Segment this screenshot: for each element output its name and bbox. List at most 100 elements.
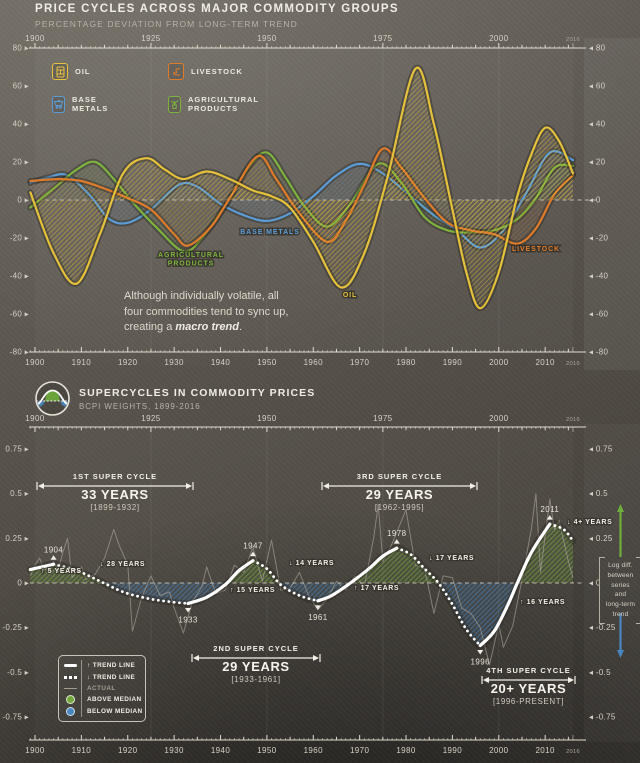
chart1-series-labels: AGRICULTURAL PRODUCTS BASE METALS OIL LIVEST… bbox=[157, 228, 561, 301]
svg-text:2016: 2016 bbox=[566, 417, 580, 423]
svg-text:2016: 2016 bbox=[566, 37, 580, 43]
svg-text:2000: 2000 bbox=[489, 414, 509, 423]
svg-text:◂ -40: ◂ -40 bbox=[589, 272, 609, 281]
svg-text:↓ 28 YEARS: ↓ 28 YEARS bbox=[100, 561, 145, 568]
svg-text:[1962-1995]: [1962-1995] bbox=[375, 503, 424, 512]
svg-text:◂ -20: ◂ -20 bbox=[589, 234, 609, 243]
svg-text:◂ 0.5: ◂ 0.5 bbox=[589, 489, 608, 498]
svg-text:1920: 1920 bbox=[118, 358, 138, 367]
chart1-axes: 1900 1925 1950 1975 2000 2016 1900 1910 1920 1930… bbox=[10, 34, 609, 367]
svg-text:2000: 2000 bbox=[489, 34, 509, 43]
chart2-axes: 1900 1925 1950 1975 2000 2016 1900 1910 1920 1930… bbox=[2, 414, 615, 755]
svg-text:1920: 1920 bbox=[118, 746, 138, 755]
svg-text:29 YEARS: 29 YEARS bbox=[366, 487, 433, 502]
svg-text:↓ 4+ YEARS: ↓ 4+ YEARS bbox=[567, 519, 612, 526]
svg-text:◂ 0.25: ◂ 0.25 bbox=[589, 534, 613, 543]
legend-row-actual: ACTUAL bbox=[59, 682, 145, 695]
svg-text:2011: 2011 bbox=[540, 505, 559, 514]
legend-row-above-median: ABOVE MEDIAN bbox=[59, 694, 145, 706]
svg-text:2ND SUPER CYCLE: 2ND SUPER CYCLE bbox=[213, 644, 298, 653]
svg-text:1978: 1978 bbox=[387, 529, 407, 538]
svg-text:[1899-1932]: [1899-1932] bbox=[90, 503, 139, 512]
svg-text:◂ 20: ◂ 20 bbox=[589, 158, 606, 167]
svg-text:1900: 1900 bbox=[25, 34, 45, 43]
trend-markers: 1904 1947 1978 2011 1933 1961 1996 bbox=[44, 505, 559, 666]
svg-text:-40 ▸: -40 ▸ bbox=[10, 272, 29, 281]
dotted-line-swatch bbox=[59, 675, 81, 679]
svg-text:1925: 1925 bbox=[141, 414, 161, 423]
svg-text:◂ -0.5: ◂ -0.5 bbox=[589, 668, 611, 677]
svg-text:0.25 ▸: 0.25 ▸ bbox=[5, 534, 29, 543]
legend-label: AGRICULTURAL PRODUCTS bbox=[188, 95, 259, 113]
chart1-subtitle: PERCENTAGE DEVIATION FROM LONG-TERM TREN… bbox=[35, 19, 298, 29]
svg-text:1925: 1925 bbox=[141, 34, 161, 43]
svg-text:1950: 1950 bbox=[257, 414, 277, 423]
annotation-line: four commodities tend to sync up, bbox=[124, 305, 289, 318]
svg-text:[1933-1961]: [1933-1961] bbox=[231, 675, 280, 684]
svg-text:1960: 1960 bbox=[304, 746, 324, 755]
svg-text:1940: 1940 bbox=[211, 358, 231, 367]
svg-text:1961: 1961 bbox=[308, 613, 328, 622]
trend-line bbox=[26, 519, 577, 649]
svg-text:0.75 ▸: 0.75 ▸ bbox=[5, 445, 29, 454]
svg-text:1950: 1950 bbox=[257, 34, 277, 43]
supercycle-annotations: 1ST SUPER CYCLE 33 YEARS[1899-1932] 2ND SU… bbox=[36, 472, 576, 706]
svg-text:1900: 1900 bbox=[25, 414, 45, 423]
svg-text:◂ -0.25: ◂ -0.25 bbox=[589, 623, 616, 632]
svg-text:1910: 1910 bbox=[72, 358, 92, 367]
chart1-plot: AGRICULTURAL PRODUCTS BASE METALS OIL LIVEST… bbox=[27, 48, 596, 352]
macro-trend-emphasis: macro trend bbox=[175, 321, 239, 333]
svg-text:1900: 1900 bbox=[25, 746, 45, 755]
svg-text:1980: 1980 bbox=[396, 746, 416, 755]
legend-item-agricultural: AGRICULTURAL PRODUCTS bbox=[168, 95, 262, 113]
svg-text:◂ 60: ◂ 60 bbox=[589, 82, 606, 91]
svg-text:1970: 1970 bbox=[350, 358, 370, 367]
svg-text:0.5 ▸: 0.5 ▸ bbox=[10, 489, 29, 498]
svg-text:1950: 1950 bbox=[257, 746, 277, 755]
svg-text:◂ 40: ◂ 40 bbox=[589, 120, 606, 129]
svg-text:2016: 2016 bbox=[566, 361, 580, 367]
actual-line bbox=[29, 493, 574, 666]
svg-text:◂ 0.75: ◂ 0.75 bbox=[589, 445, 613, 454]
legend-item-livestock: LIVESTOCK bbox=[168, 63, 243, 80]
legend-item-base-metals: BASE METALS bbox=[52, 95, 111, 113]
blue-dot-swatch bbox=[59, 706, 81, 716]
svg-text:40 ▸: 40 ▸ bbox=[13, 120, 29, 129]
chart1-annotation: Although individually volatile, all four… bbox=[124, 289, 339, 336]
livestock-icon bbox=[168, 63, 184, 80]
svg-text:80 ▸: 80 ▸ bbox=[13, 44, 29, 53]
svg-text:-20 ▸: -20 ▸ bbox=[10, 234, 29, 243]
annotation-line: creating a macro trend. bbox=[124, 321, 243, 333]
svg-text:20+ YEARS: 20+ YEARS bbox=[491, 681, 567, 696]
svg-text:3RD SUPER CYCLE: 3RD SUPER CYCLE bbox=[357, 472, 442, 481]
svg-text:◂ -80: ◂ -80 bbox=[589, 348, 609, 357]
legend-label: BASE METALS bbox=[72, 95, 109, 113]
svg-text:1975: 1975 bbox=[373, 414, 393, 423]
svg-text:1910: 1910 bbox=[72, 746, 92, 755]
chart2-header: SUPERCYCLES IN COMMODITY PRICES BCPI WEI… bbox=[34, 380, 315, 417]
legend-row-below-median: BELOW MEDIAN bbox=[59, 705, 145, 717]
green-dot-swatch bbox=[59, 695, 81, 705]
svg-text:1980: 1980 bbox=[396, 358, 416, 367]
svg-text:◂ -0.75: ◂ -0.75 bbox=[589, 712, 616, 721]
svg-text:-80 ▸: -80 ▸ bbox=[10, 348, 29, 357]
svg-text:60 ▸: 60 ▸ bbox=[13, 82, 29, 91]
svg-text:1990: 1990 bbox=[443, 746, 463, 755]
svg-text:0 ▸: 0 ▸ bbox=[17, 196, 29, 205]
svg-text:1990: 1990 bbox=[443, 358, 463, 367]
log-diff-note: Log diff. between series and long-term t… bbox=[599, 557, 640, 624]
right-margin-band-top bbox=[584, 38, 640, 370]
svg-text:20 ▸: 20 ▸ bbox=[13, 158, 29, 167]
svg-text:1933: 1933 bbox=[178, 616, 198, 625]
svg-text:1940: 1940 bbox=[211, 746, 231, 755]
svg-text:1947: 1947 bbox=[243, 542, 263, 551]
supercycle-wave-icon bbox=[35, 381, 70, 416]
svg-text:PRODUCTS: PRODUCTS bbox=[168, 261, 214, 268]
legend-label: OIL bbox=[75, 67, 91, 76]
svg-text:1ST SUPER CYCLE: 1ST SUPER CYCLE bbox=[73, 472, 157, 481]
svg-text:[1996-PRESENT]: [1996-PRESENT] bbox=[493, 697, 564, 706]
svg-text:1960: 1960 bbox=[304, 358, 324, 367]
svg-text:◂ 0: ◂ 0 bbox=[589, 196, 601, 205]
